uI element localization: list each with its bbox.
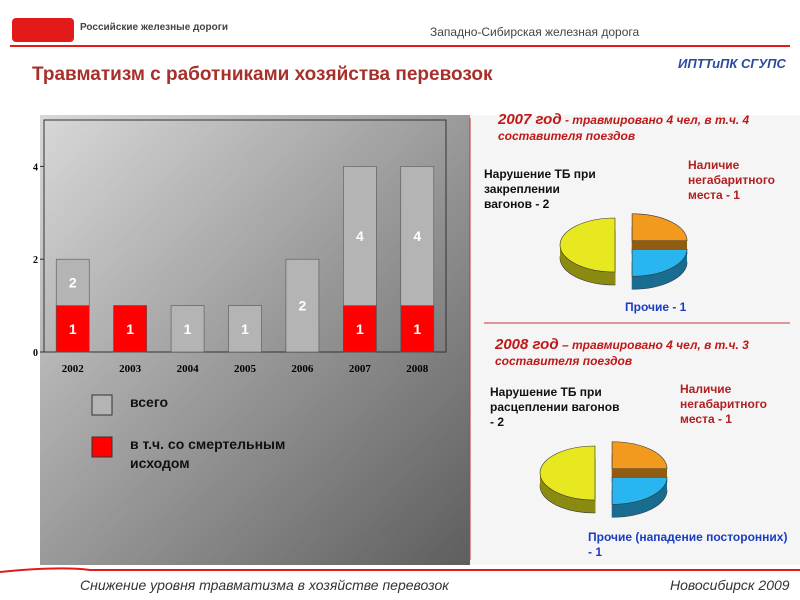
pie-slice (631, 213, 688, 242)
bar-value-label: 2 (69, 274, 77, 290)
bar-value-label: 1 (241, 321, 249, 337)
x-tick-label: 2008 (406, 363, 429, 375)
x-tick-label: 2006 (291, 363, 314, 375)
pie-label: Нарушение ТБ при закреплении вагонов - 2 (484, 167, 596, 211)
pie-slice (611, 476, 668, 505)
pie-title-year: 2008 год (495, 336, 559, 353)
pie-label: Прочие - 1 (625, 300, 687, 314)
y-tick-label: 2 (33, 255, 38, 266)
bar-value-label: 1 (413, 321, 421, 337)
y-tick-label: 4 (33, 162, 38, 173)
pie-label: Наличие негабаритного места - 1 (688, 158, 776, 202)
pie-label: Прочие (нападение посторонних) - 1 (588, 530, 788, 559)
legend-label: всего (130, 394, 169, 410)
institute: ИПТТиПК СГУПС (678, 56, 787, 71)
bar (400, 305, 435, 353)
logo (12, 18, 74, 42)
x-tick-label: 2004 (177, 363, 200, 375)
legend-label: в т.ч. со смертельным исходом (130, 436, 286, 471)
bar (55, 305, 90, 353)
legend-swatch (91, 436, 113, 458)
pie-slice (559, 217, 616, 273)
bar (285, 258, 320, 353)
x-tick-label: 2005 (234, 363, 257, 375)
bar-value-label: 2 (299, 298, 307, 314)
bar-value-label: 4 (356, 228, 364, 244)
bar-value-label: 1 (126, 321, 134, 337)
bar-value-label: 1 (184, 321, 192, 337)
footer-line (0, 567, 800, 573)
footer-right: Новосибирск 2009 (670, 577, 790, 593)
pie-subtitle: - травмировано 4 чел, в т.ч. 4 составите… (498, 113, 750, 143)
pie-label: Нарушение ТБ при расцеплении вагонов - 2 (490, 385, 620, 429)
pie-title: 2008 год – травмировано 4 чел, в т.ч. 3 … (495, 337, 775, 369)
pie-slice (611, 441, 668, 470)
pie-subtitle: – травмировано 4 чел, в т.ч. 3 составите… (495, 338, 749, 368)
bar (113, 305, 147, 353)
x-tick-label: 2003 (119, 363, 142, 375)
pie-label: Наличие негабаритного места - 1 (680, 382, 768, 426)
legend-swatch (91, 394, 113, 416)
slide-title: Травматизм с работниками хозяйства перев… (32, 64, 493, 85)
railway: Западно-Сибирская железная дорога (430, 25, 640, 39)
logo-text: Российские железные дороги (80, 22, 228, 33)
y-tick-label: 0 (33, 348, 38, 359)
bar (343, 305, 377, 353)
pie-title-year: 2007 год (498, 111, 562, 128)
pie-title: 2007 год - травмировано 4 чел, в т.ч. 4 … (498, 112, 778, 144)
bar-value-label: 4 (413, 228, 421, 244)
x-tick-label: 2007 (349, 363, 372, 375)
pie-slice (539, 445, 596, 501)
bar-value-label: 1 (69, 321, 77, 337)
x-tick-label: 2002 (62, 363, 85, 375)
bar (170, 305, 205, 353)
pie-slice (631, 248, 688, 277)
footer-left: Снижение уровня травматизма в хозяйстве … (80, 577, 450, 593)
bar-value-label: 1 (356, 321, 364, 337)
bar (228, 305, 262, 353)
